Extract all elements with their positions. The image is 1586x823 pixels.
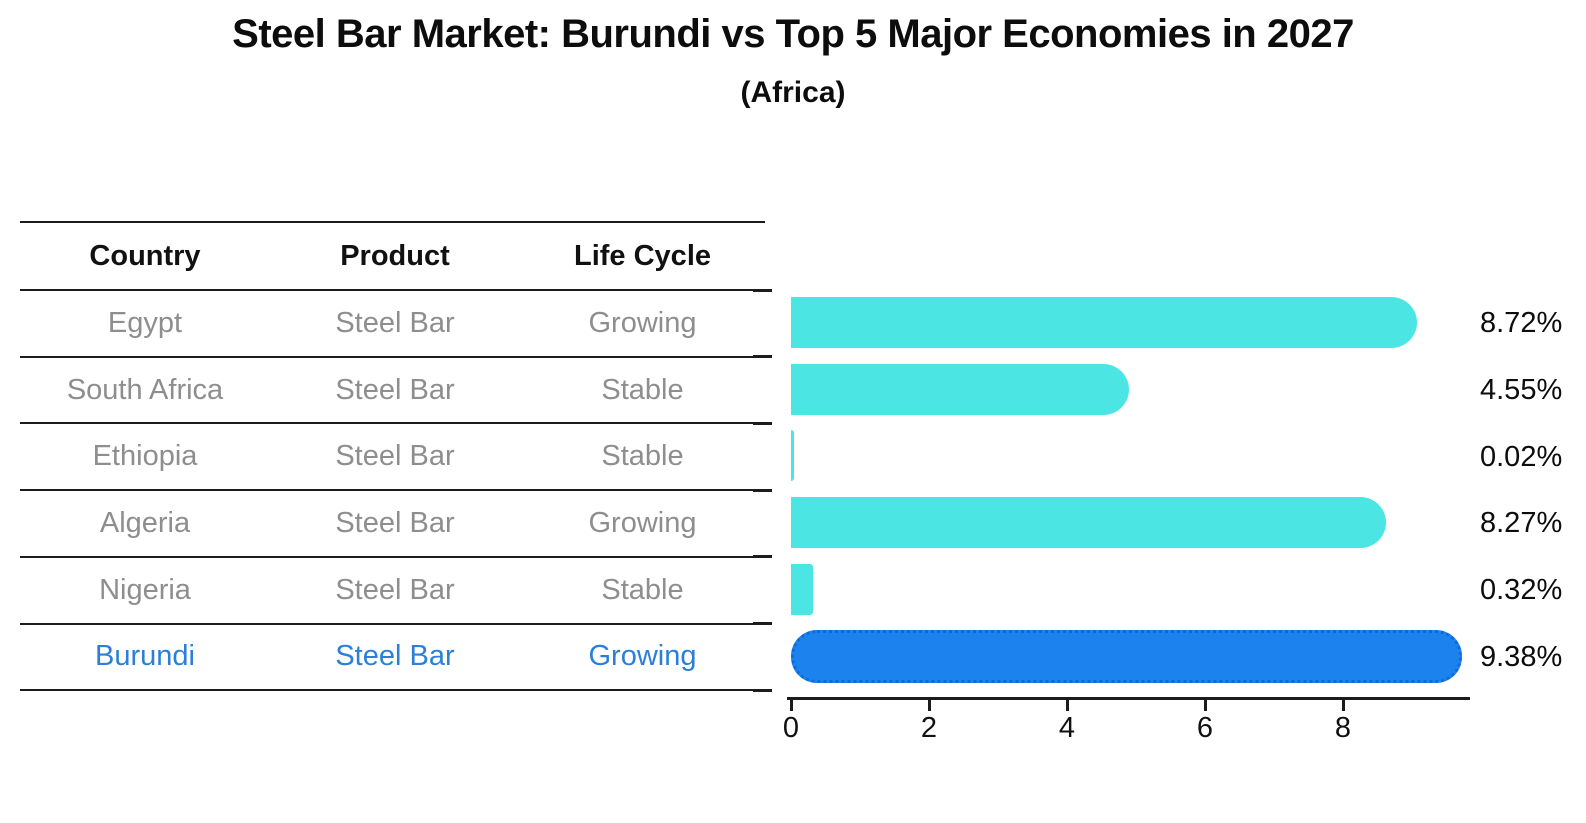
- table-rule: [20, 622, 765, 625]
- y-axis-tick: [753, 288, 772, 292]
- y-axis-tick: [753, 488, 772, 492]
- bar-burundi: [791, 629, 1463, 683]
- x-axis-tick: [789, 700, 793, 711]
- cell-country: Algeria: [99, 506, 191, 539]
- y-axis-tick: [753, 622, 772, 625]
- cell-life_cycle: Stable: [601, 573, 684, 606]
- x-axis-tick-label: 0: [782, 712, 800, 744]
- bar-south-africa: [791, 363, 1129, 415]
- y-axis-tick: [753, 555, 772, 559]
- x-axis-tick-label: 6: [1196, 712, 1214, 744]
- cell-country: South Africa: [66, 373, 224, 406]
- table-rule: [20, 221, 765, 223]
- column-header-country: Country: [89, 239, 201, 272]
- chart-subtitle: (Africa): [740, 76, 846, 109]
- cell-product: Steel Bar: [335, 506, 455, 539]
- value-label-ethiopia: 0.02%: [1480, 440, 1563, 473]
- x-axis-tick: [1341, 700, 1345, 711]
- table-row-egypt: Egypt Steel Bar Growing: [20, 290, 765, 357]
- cell-product: Steel Bar: [335, 440, 455, 473]
- cell-product: Steel Bar: [335, 373, 455, 406]
- value-label-nigeria: 0.32%: [1480, 574, 1563, 607]
- y-axis-tick: [753, 421, 772, 425]
- table-row-nigeria: Nigeria Steel Bar Stable: [20, 557, 765, 624]
- cell-country: Nigeria: [99, 573, 191, 606]
- table-header-row: Country Product Life Cycle: [20, 222, 765, 290]
- y-axis-tick: [753, 355, 772, 359]
- x-axis-tick: [927, 700, 931, 711]
- x-axis-tick: [1065, 700, 1069, 711]
- cell-life_cycle: Growing: [588, 306, 697, 339]
- bar-ethiopia: [791, 430, 794, 482]
- table-row-burundi: Burundi Steel Bar Growing: [20, 624, 765, 691]
- table-rule: [20, 355, 765, 358]
- cell-life_cycle: Growing: [588, 640, 697, 673]
- cell-product: Steel Bar: [335, 306, 455, 339]
- table-row-ethiopia: Ethiopia Steel Bar Stable: [20, 423, 765, 490]
- table-rule: [20, 555, 765, 558]
- value-label-south-africa: 4.55%: [1480, 374, 1563, 407]
- x-axis-line: [787, 697, 1470, 700]
- table-row-south-africa: South Africa Steel Bar Stable: [20, 357, 765, 424]
- bar-algeria: [791, 497, 1386, 549]
- cell-country: Burundi: [95, 640, 195, 673]
- y-axis-tick: [753, 688, 772, 692]
- cell-life_cycle: Stable: [601, 373, 684, 406]
- chart-title: Steel Bar Market: Burundi vs Top 5 Major…: [232, 12, 1354, 56]
- value-label-egypt: 8.72%: [1480, 307, 1563, 340]
- x-axis-tick: [1203, 700, 1207, 711]
- column-header-product: Product: [340, 239, 450, 272]
- table-rule: [20, 689, 765, 692]
- table-rule: [20, 422, 765, 425]
- table-rule: [20, 489, 765, 492]
- cell-product: Steel Bar: [335, 640, 455, 673]
- cell-product: Steel Bar: [335, 573, 455, 606]
- bar-egypt: [791, 297, 1417, 348]
- x-axis-tick-label: 8: [1334, 712, 1352, 744]
- cell-country: Ethiopia: [92, 440, 198, 473]
- bar-nigeria: [791, 563, 814, 615]
- value-label-algeria: 8.27%: [1480, 507, 1563, 540]
- cell-life_cycle: Growing: [588, 506, 697, 539]
- cell-life_cycle: Stable: [601, 440, 684, 473]
- table-rule: [20, 289, 765, 291]
- bar-plot-area: [753, 288, 1470, 692]
- x-axis-tick-label: 2: [920, 712, 938, 744]
- table-row-algeria: Algeria Steel Bar Growing: [20, 490, 765, 557]
- value-label-burundi: 9.38%: [1480, 640, 1563, 673]
- column-header-life-cycle: Life Cycle: [574, 239, 711, 272]
- cell-country: Egypt: [107, 306, 183, 339]
- x-axis-tick-label: 4: [1058, 712, 1076, 744]
